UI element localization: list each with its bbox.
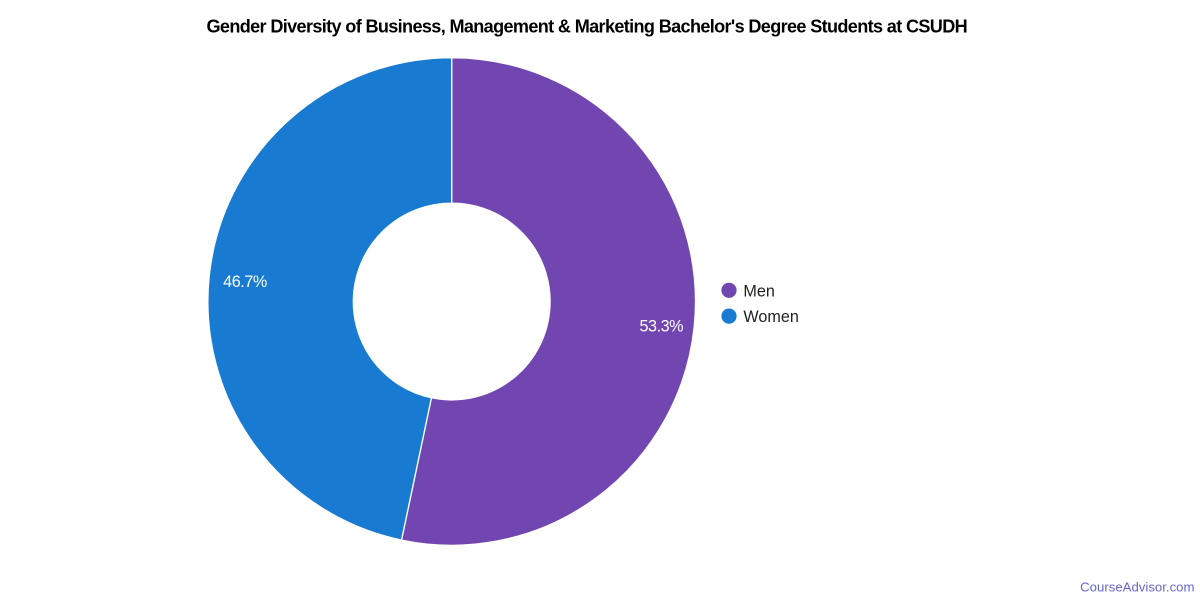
svg-text:53.3%: 53.3%	[639, 317, 683, 335]
svg-text:Men: Men	[743, 282, 775, 300]
svg-text:Gender Diversity of Business,: Gender Diversity of Business, Management…	[207, 17, 968, 37]
svg-text:Women: Women	[743, 308, 798, 326]
svg-text:CourseAdvisor.com: CourseAdvisor.com	[1080, 579, 1194, 594]
svg-text:46.7%: 46.7%	[223, 273, 267, 291]
